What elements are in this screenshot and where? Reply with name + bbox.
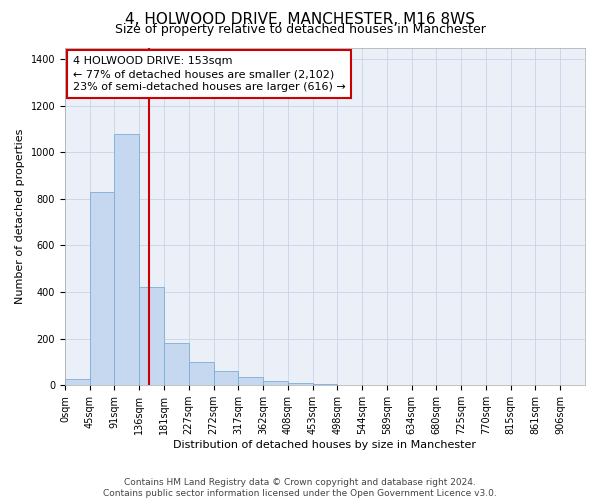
Bar: [214, 371, 238, 385]
Bar: [337, 384, 362, 385]
Bar: [189, 362, 214, 385]
Text: 4, HOLWOOD DRIVE, MANCHESTER, M16 8WS: 4, HOLWOOD DRIVE, MANCHESTER, M16 8WS: [125, 12, 475, 28]
Bar: [65, 380, 89, 385]
Bar: [313, 384, 337, 385]
Text: Size of property relative to detached houses in Manchester: Size of property relative to detached ho…: [115, 22, 485, 36]
Bar: [263, 380, 288, 385]
X-axis label: Distribution of detached houses by size in Manchester: Distribution of detached houses by size …: [173, 440, 476, 450]
Bar: [139, 288, 164, 385]
Bar: [89, 192, 115, 385]
Bar: [115, 134, 139, 385]
Text: 4 HOLWOOD DRIVE: 153sqm
← 77% of detached houses are smaller (2,102)
23% of semi: 4 HOLWOOD DRIVE: 153sqm ← 77% of detache…: [73, 56, 346, 92]
Bar: [288, 383, 313, 385]
Y-axis label: Number of detached properties: Number of detached properties: [15, 128, 25, 304]
Text: Contains HM Land Registry data © Crown copyright and database right 2024.
Contai: Contains HM Land Registry data © Crown c…: [103, 478, 497, 498]
Bar: [238, 377, 263, 385]
Bar: [164, 344, 189, 385]
